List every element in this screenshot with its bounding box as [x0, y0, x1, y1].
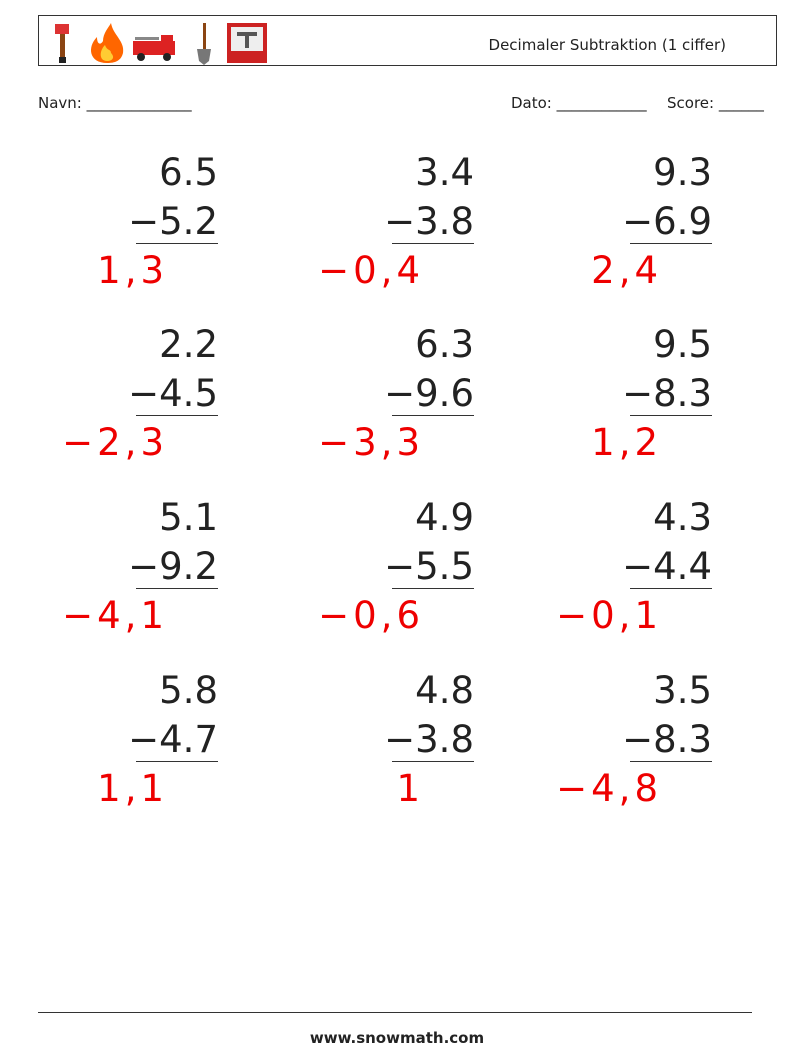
answer-rule: [630, 588, 712, 589]
answer-rule: [136, 243, 218, 244]
answer-rule: [630, 243, 712, 244]
answer-rule: [630, 761, 712, 762]
header-box: [38, 15, 777, 66]
subtrahend: −8.3: [622, 718, 712, 761]
answer-rule: [136, 761, 218, 762]
answer: −0,4: [318, 249, 424, 292]
answer: −3,3: [318, 421, 424, 464]
minuend: 2.2: [159, 323, 218, 366]
answer-rule: [630, 415, 712, 416]
title: Decimaler Subtraktion (1 ciffer): [488, 36, 726, 54]
subtrahend: −4.5: [128, 372, 218, 415]
answer-rule: [136, 415, 218, 416]
minuend: 9.3: [653, 151, 712, 194]
answer-rule: [392, 588, 474, 589]
name-field: Navn: ______________: [38, 94, 192, 112]
subtrahend: −3.8: [384, 200, 474, 243]
answer: 1: [396, 767, 424, 810]
footer: www.snowmath.com: [309, 1029, 485, 1047]
minuend: 6.3: [415, 323, 474, 366]
answer-rule: [392, 761, 474, 762]
minuend: 4.9: [415, 496, 474, 539]
subtrahend: −3.8: [384, 718, 474, 761]
score-field: Score: ______: [667, 94, 764, 112]
minuend: 3.4: [415, 151, 474, 194]
minuend: 4.3: [653, 496, 712, 539]
answer-rule: [392, 243, 474, 244]
subtrahend: −5.2: [128, 200, 218, 243]
minuend: 9.5: [653, 323, 712, 366]
answer: 1,1: [97, 767, 168, 810]
subtrahend: −6.9: [622, 200, 712, 243]
answer-rule: [136, 588, 218, 589]
minuend: 5.8: [159, 669, 218, 712]
answer-rule: [392, 415, 474, 416]
minuend: 4.8: [415, 669, 474, 712]
subtrahend: −4.4: [622, 545, 712, 588]
minuend: 6.5: [159, 151, 218, 194]
date-field: Dato: ____________: [511, 94, 647, 112]
answer: 1,3: [97, 249, 168, 292]
subtrahend: −9.2: [128, 545, 218, 588]
footer-rule: [38, 1012, 752, 1013]
answer: 2,4: [591, 249, 662, 292]
minuend: 5.1: [159, 496, 218, 539]
header-icons: [55, 23, 267, 65]
answer: −4,8: [556, 767, 662, 810]
minuend: 3.5: [653, 669, 712, 712]
answer: −2,3: [62, 421, 168, 464]
answer: 1,2: [591, 421, 662, 464]
subtrahend: −8.3: [622, 372, 712, 415]
subtrahend: −5.5: [384, 545, 474, 588]
answer: −0,1: [556, 594, 662, 637]
answer: −0,6: [318, 594, 424, 637]
answer: −4,1: [62, 594, 168, 637]
subtrahend: −9.6: [384, 372, 474, 415]
subtrahend: −4.7: [128, 718, 218, 761]
